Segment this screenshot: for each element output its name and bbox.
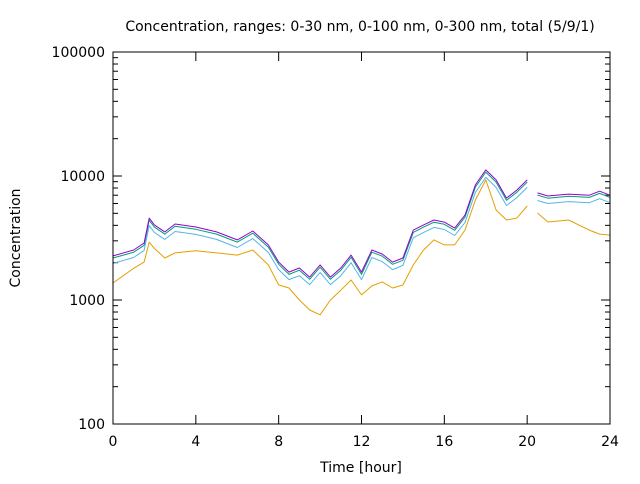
y-tick-label: 100 [78, 417, 105, 433]
series-line-0-30-nm [112, 179, 611, 316]
x-tick-label: 0 [109, 434, 118, 450]
series-line-0-100-nm [112, 176, 611, 286]
y-tick-label: 10000 [60, 169, 105, 185]
series-line-total [112, 169, 611, 278]
x-tick-label: 8 [274, 434, 283, 450]
data-series [112, 169, 611, 316]
x-tick-label: 4 [191, 434, 200, 450]
series-line-0-300-nm [112, 171, 611, 280]
y-axis-label: Concentration [8, 188, 24, 287]
x-tick-label: 24 [601, 434, 619, 450]
x-tick-label: 16 [435, 434, 453, 450]
y-tick-label: 100000 [52, 45, 105, 61]
chart-title: Concentration, ranges: 0-30 nm, 0-100 nm… [125, 19, 594, 35]
x-tick-label: 12 [353, 434, 371, 450]
x-axis-label: Time [hour] [319, 460, 402, 476]
y-tick-label: 1000 [69, 293, 105, 309]
axis-ticks: 100 1000 10000 100000 0 4 8 12 16 20 24 [52, 45, 619, 450]
plot-frame [112, 51, 611, 425]
x-tick-label: 20 [518, 434, 536, 450]
